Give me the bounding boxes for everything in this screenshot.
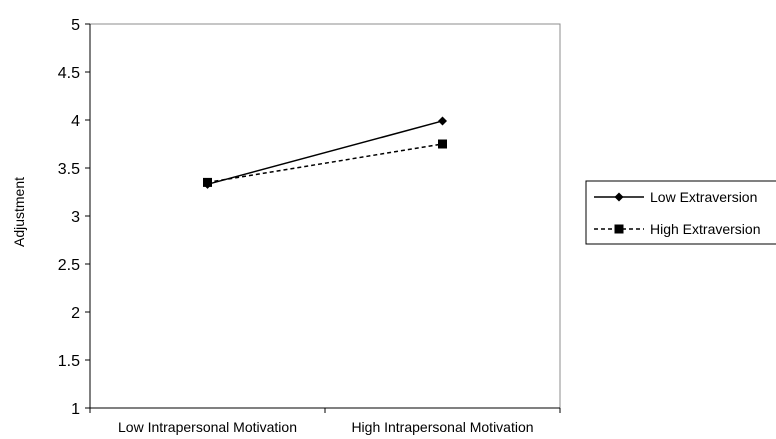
- series-layer: [203, 116, 447, 189]
- legend: Low Extraversion High Extraversion: [585, 180, 776, 245]
- y-tick-label: 1.5: [58, 353, 80, 370]
- y-axis-label: Adjustment: [11, 177, 27, 247]
- plot-frame: [89, 23, 561, 409]
- series-line: [207, 143, 443, 184]
- y-tick-label: 1: [71, 401, 80, 418]
- y-tick-label: 2.5: [58, 257, 80, 274]
- legend-marker: [614, 192, 624, 202]
- legend-label: Low Extraversion: [650, 189, 757, 205]
- x-axis: Low Intrapersonal Motivation High Intrape…: [89, 407, 561, 435]
- series-high-extraversion: [203, 139, 447, 187]
- data-point: [203, 177, 212, 187]
- y-tick-label: 3: [71, 209, 80, 226]
- data-point: [438, 139, 447, 149]
- y-tick-label: 3.5: [58, 161, 80, 178]
- y-tick-label: 4: [71, 113, 80, 130]
- y-tick-label: 5: [71, 17, 80, 34]
- series-low-extraversion: [203, 116, 447, 189]
- data-point: [438, 116, 447, 126]
- y-axis: 1 1.5 2 2.5 3 3.5 4 4.5 5: [58, 17, 91, 418]
- y-tick-label: 2: [71, 305, 80, 322]
- x-tick-label: High Intrapersonal Motivation: [351, 419, 533, 435]
- x-tick-label: Low Intrapersonal Motivation: [118, 419, 297, 435]
- y-tick-label: 4.5: [58, 65, 80, 82]
- plot-area: [89, 23, 561, 409]
- series-line: [207, 120, 443, 186]
- legend-marker: [614, 224, 624, 234]
- legend-label: High Extraversion: [650, 221, 761, 237]
